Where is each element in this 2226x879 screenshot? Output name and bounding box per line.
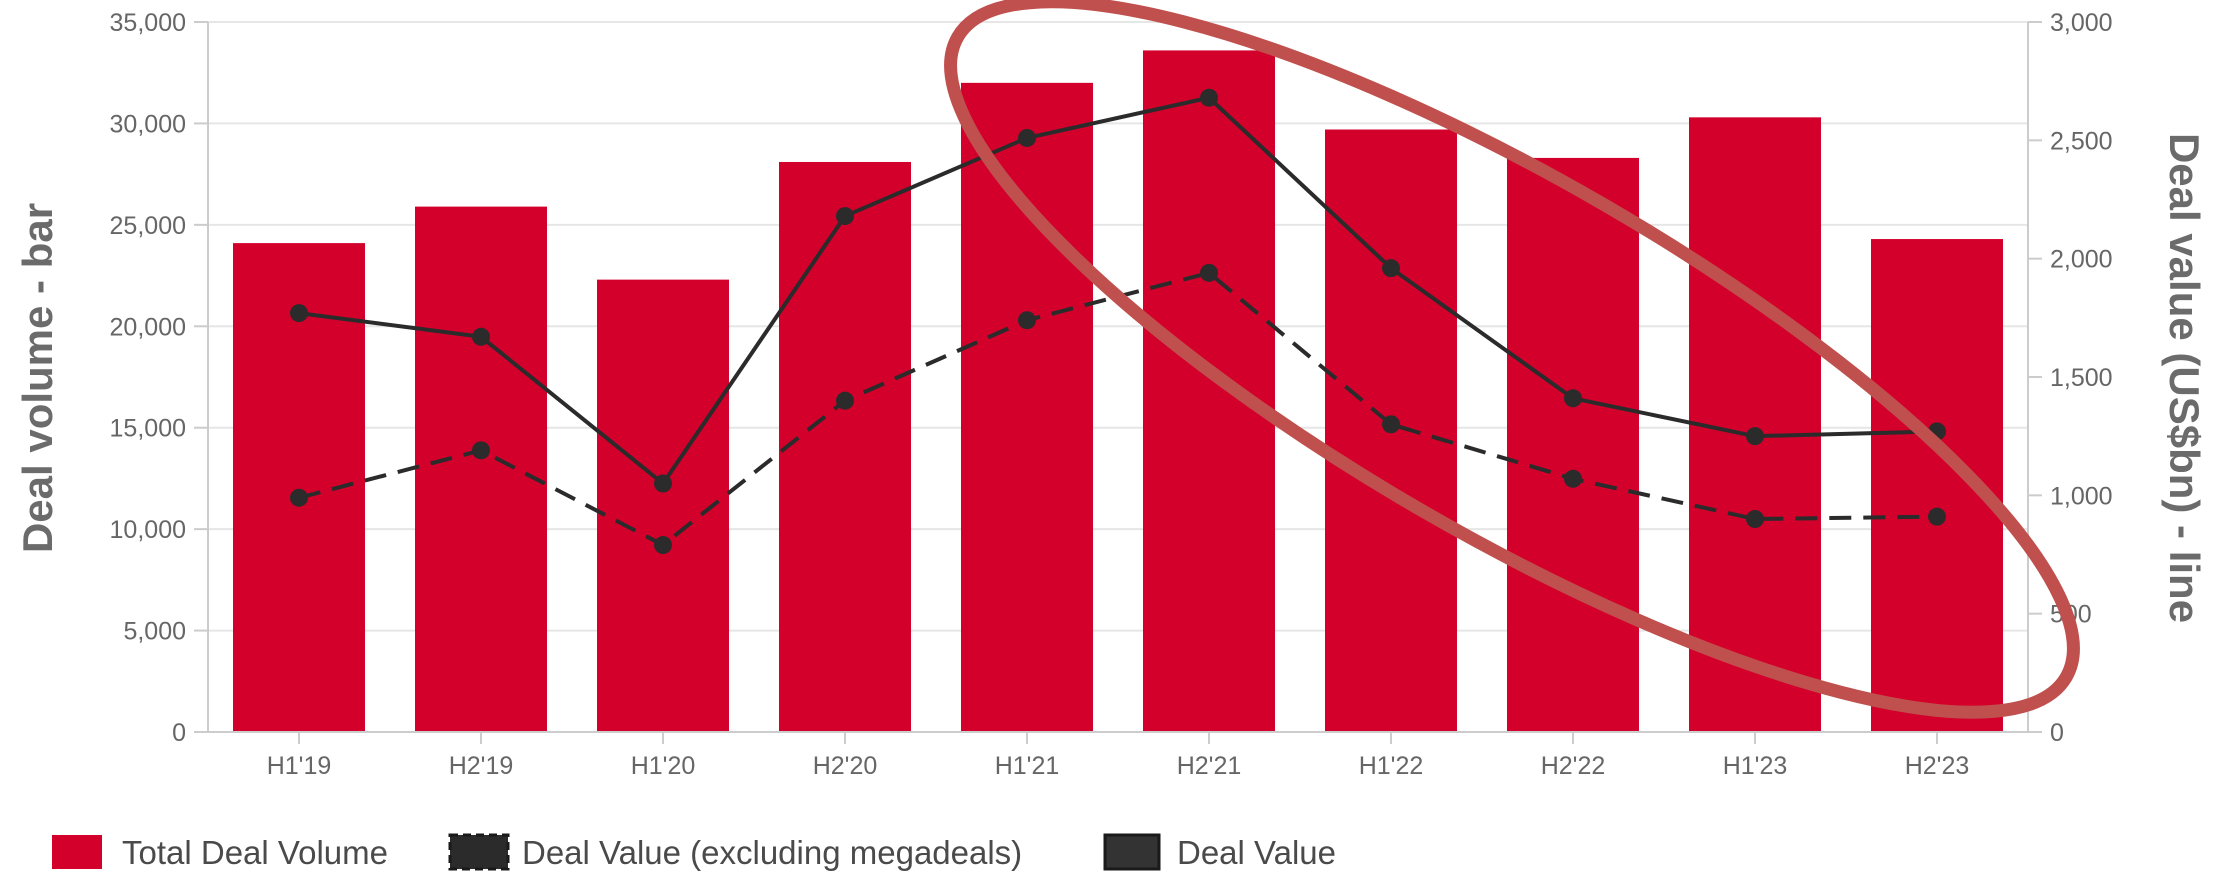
line-point <box>654 536 672 555</box>
x-tick-label: H2'19 <box>449 752 514 780</box>
legend-label: Deal Value <box>1177 834 1336 871</box>
line-point <box>654 474 672 493</box>
legend-label: Deal Value (excluding megadeals) <box>522 834 1022 871</box>
bar-series <box>233 50 2003 733</box>
axes: Deal volume - bar Deal value (US$bn) - l… <box>14 9 2208 780</box>
line-point <box>1018 128 1036 147</box>
line-point <box>472 327 490 346</box>
legend-swatch-dashed <box>448 833 510 871</box>
line-point <box>1018 311 1036 330</box>
line-point <box>836 391 854 410</box>
right-tick-label: 0 <box>2050 719 2064 747</box>
right-tick-label: 2,000 <box>2050 246 2113 274</box>
bar <box>597 279 729 732</box>
x-tick-label: H2'22 <box>1541 752 1606 780</box>
right-tick-label: 2,500 <box>2050 127 2113 155</box>
line-point <box>1564 389 1582 408</box>
line-point <box>472 441 490 460</box>
line-deal-value <box>298 95 1938 486</box>
line-point <box>1564 469 1582 488</box>
left-tick-label: 30,000 <box>110 110 186 138</box>
left-tick-label: 0 <box>172 719 186 747</box>
bar <box>415 206 547 733</box>
x-tick-label: H1'21 <box>995 752 1060 780</box>
left-tick-label: 15,000 <box>110 415 186 443</box>
x-tick-label: H2'23 <box>1905 752 1970 780</box>
x-tick-label: H1'20 <box>631 752 696 780</box>
right-axis-title: Deal value (US$bn) - line <box>2161 133 2208 623</box>
x-tick-label: H2'21 <box>1177 752 1242 780</box>
line-point <box>1200 88 1218 107</box>
left-axis-title: Deal volume - bar <box>14 203 61 553</box>
line-point <box>290 304 308 323</box>
legend-swatch-bar <box>52 835 102 869</box>
left-tick-label: 25,000 <box>110 212 186 240</box>
highlight-ellipse <box>944 0 2080 719</box>
legend: Total Deal Volume Deal Value (excluding m… <box>52 833 1336 871</box>
right-tick-label: 1,500 <box>2050 364 2113 392</box>
x-tick-label: H1'22 <box>1359 752 1424 780</box>
x-tick-label: H1'19 <box>267 752 332 780</box>
line-point <box>1928 507 1946 526</box>
x-tick-label: H1'23 <box>1723 752 1788 780</box>
line-point <box>290 488 308 507</box>
left-tick-label: 5,000 <box>123 618 186 646</box>
left-tick-label: 10,000 <box>110 516 186 544</box>
line-point <box>1746 510 1764 528</box>
line-point <box>1382 259 1400 278</box>
left-tick-label: 20,000 <box>110 313 186 341</box>
line-point <box>1382 415 1400 434</box>
bar <box>1689 117 1821 733</box>
line-point <box>836 207 854 226</box>
line-point <box>1746 427 1764 446</box>
right-tick-label: 1,000 <box>2050 482 2113 510</box>
right-tick-label: 3,000 <box>2050 9 2113 37</box>
line-point <box>1200 263 1218 282</box>
bar <box>961 82 1093 733</box>
legend-label: Total Deal Volume <box>122 834 388 871</box>
legend-swatch-solid <box>1103 833 1161 871</box>
bar <box>779 161 911 732</box>
bar <box>1507 157 1639 732</box>
left-tick-label: 35,000 <box>110 9 186 37</box>
bar <box>1143 50 1275 732</box>
x-tick-label: H2'20 <box>813 752 878 780</box>
